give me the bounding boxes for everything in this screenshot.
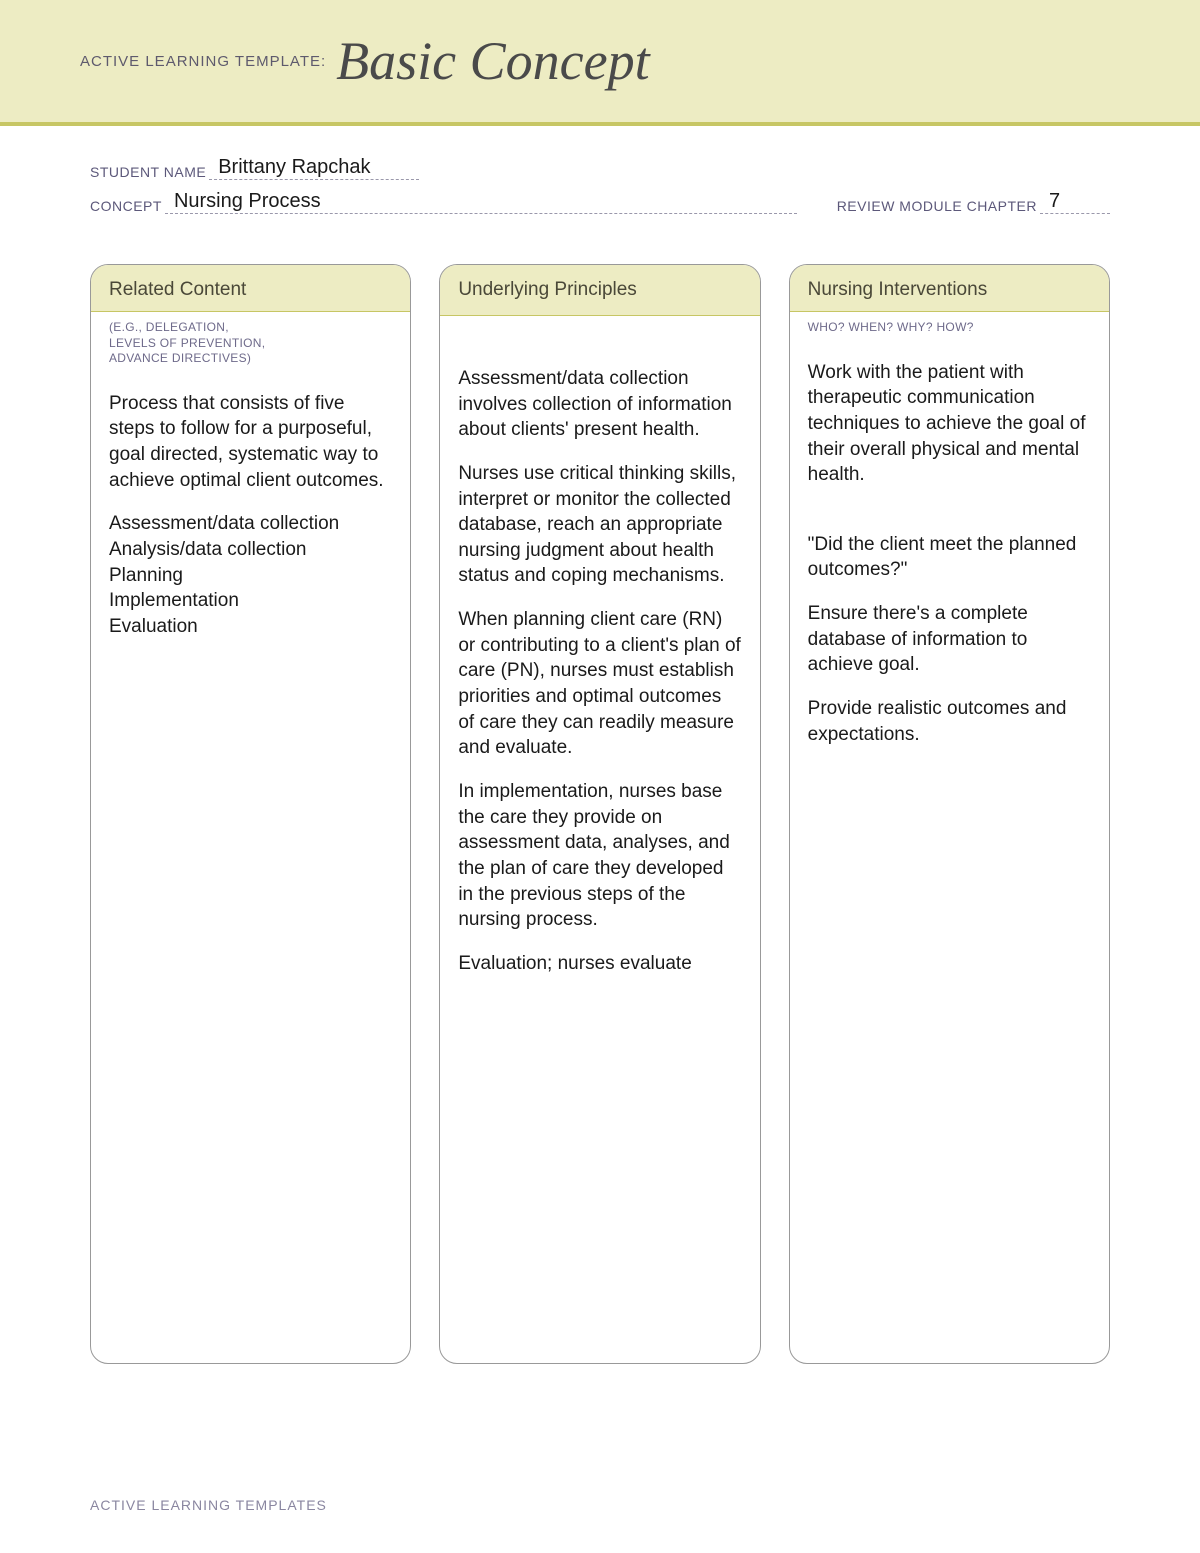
nursing-interventions-subtitle: WHO? WHEN? WHY? HOW? <box>790 312 1109 336</box>
related-line4: Implementation <box>109 588 392 614</box>
principles-para4: In implementation, nurses base the care … <box>458 779 741 933</box>
concept-value: Nursing Process <box>174 190 321 212</box>
concept-row: CONCEPT Nursing Process REVIEW MODULE CH… <box>90 190 1110 214</box>
footer-text: ACTIVE LEARNING TEMPLATES <box>90 1497 327 1513</box>
nursing-interventions-header: Nursing Interventions <box>790 265 1109 312</box>
principles-para1: Assessment/data collection involves coll… <box>458 366 741 443</box>
principles-para2: Nurses use critical thinking skills, int… <box>458 461 741 589</box>
review-value: 7 <box>1049 190 1060 212</box>
underlying-principles-subtitle <box>440 316 759 348</box>
underlying-principles-title: Underlying Principles <box>458 279 741 301</box>
interventions-para4: Provide realistic outcomes and expectati… <box>808 696 1091 747</box>
concept-label: CONCEPT <box>90 198 162 214</box>
review-label: REVIEW MODULE CHAPTER <box>837 198 1037 214</box>
related-content-subtitle: (E.G., DELEGATION, LEVELS OF PREVENTION,… <box>91 312 410 367</box>
student-name-label: STUDENT NAME <box>90 164 206 180</box>
principles-para3: When planning client care (RN) or contri… <box>458 607 741 761</box>
nursing-interventions-box: Nursing Interventions WHO? WHEN? WHY? HO… <box>789 264 1110 1364</box>
related-content-body: Process that consists of five steps to f… <box>91 367 410 660</box>
review-underline: 7 <box>1040 190 1110 214</box>
form-section: STUDENT NAME Brittany Rapchak CONCEPT Nu… <box>0 126 1200 234</box>
interventions-para1: Work with the patient with therapeutic c… <box>808 360 1091 488</box>
header-banner: ACTIVE LEARNING TEMPLATE: Basic Concept <box>0 0 1200 126</box>
template-title: Basic Concept <box>336 30 649 92</box>
principles-para5: Evaluation; nurses evaluate <box>458 951 741 977</box>
related-content-box: Related Content (E.G., DELEGATION, LEVEL… <box>90 264 411 1364</box>
concept-underline: Nursing Process <box>165 190 797 214</box>
related-para1: Process that consists of five steps to f… <box>109 391 392 494</box>
related-content-title: Related Content <box>109 279 392 301</box>
interventions-para2: "Did the client meet the planned outcome… <box>808 532 1091 583</box>
student-name-value: Brittany Rapchak <box>218 156 370 178</box>
student-name-row: STUDENT NAME Brittany Rapchak <box>90 156 1110 180</box>
related-line5: Evaluation <box>109 614 392 640</box>
student-name-underline: Brittany Rapchak <box>209 156 419 180</box>
related-line2: Analysis/data collection <box>109 537 392 563</box>
underlying-principles-header: Underlying Principles <box>440 265 759 316</box>
template-label: ACTIVE LEARNING TEMPLATE: <box>80 53 326 70</box>
underlying-principles-body: Assessment/data collection involves coll… <box>440 348 759 1014</box>
related-line3: Planning <box>109 563 392 589</box>
related-content-header: Related Content <box>91 265 410 312</box>
nursing-interventions-title: Nursing Interventions <box>808 279 1091 301</box>
columns-container: Related Content (E.G., DELEGATION, LEVEL… <box>0 234 1200 1404</box>
related-line1: Assessment/data collection <box>109 511 392 537</box>
nursing-interventions-body: Work with the patient with therapeutic c… <box>790 336 1109 786</box>
interventions-para3: Ensure there's a complete database of in… <box>808 601 1091 678</box>
underlying-principles-box: Underlying Principles Assessment/data co… <box>439 264 760 1364</box>
